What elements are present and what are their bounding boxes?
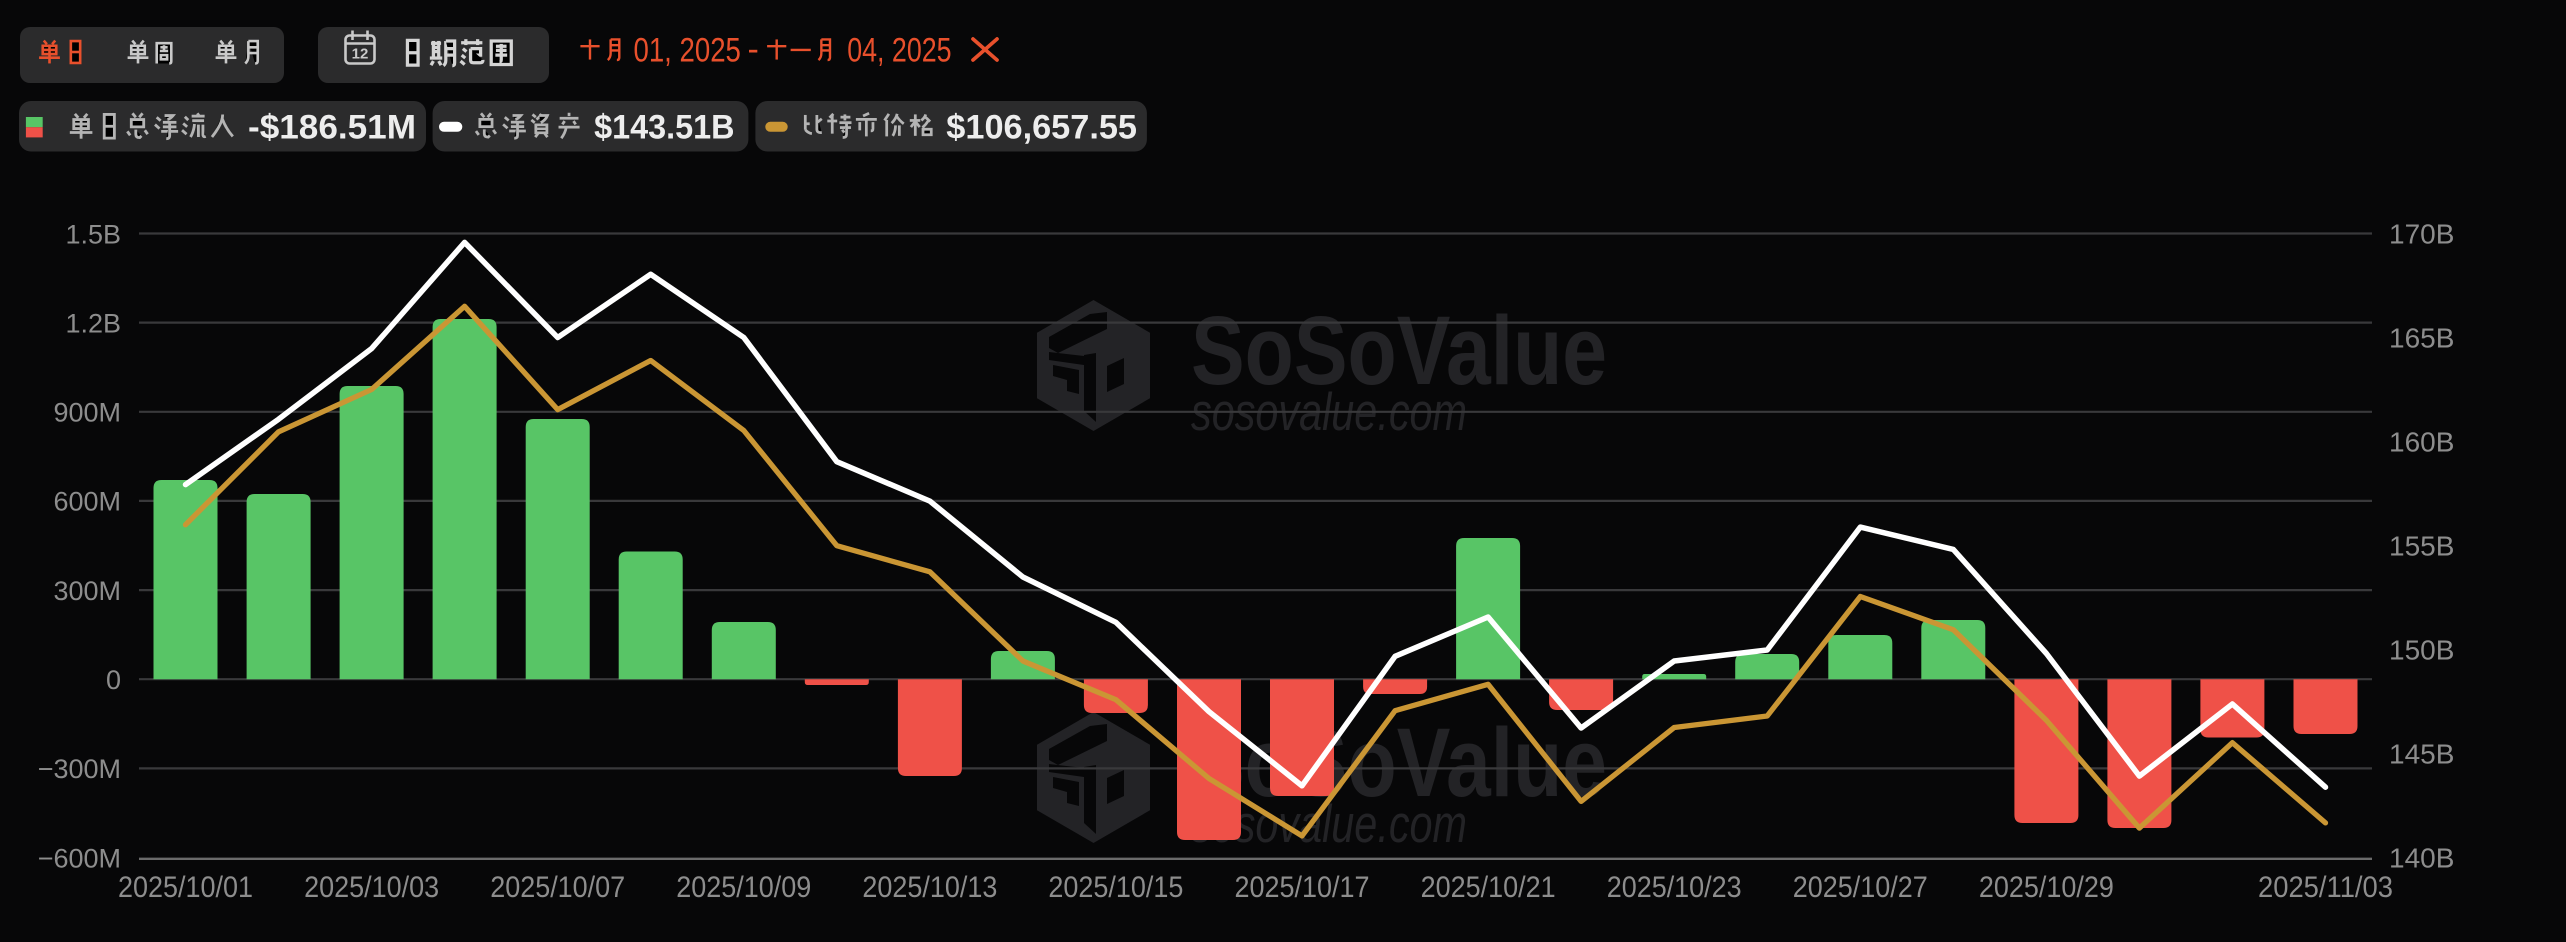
svg-text:2025/10/29: 2025/10/29 [1979,871,2114,904]
svg-text:2025/10/01: 2025/10/01 [118,871,253,904]
svg-text:$143.51B: $143.51B [594,109,734,147]
svg-text:165B: 165B [2389,323,2454,354]
svg-text:$106,657.55: $106,657.55 [946,109,1137,147]
svg-text:2025/10/13: 2025/10/13 [862,871,997,904]
svg-text:1.5B: 1.5B [65,219,121,249]
svg-text:−600M: −600M [38,843,121,873]
svg-text:300M: 300M [53,576,121,606]
svg-text:150B: 150B [2389,635,2454,666]
svg-text:1.2B: 1.2B [65,308,121,338]
svg-text:SoSoValue: SoSoValue [1191,296,1607,405]
svg-text:2025/10/27: 2025/10/27 [1793,871,1928,904]
svg-text:900M: 900M [53,398,121,428]
svg-text:2025/10/09: 2025/10/09 [676,871,811,904]
svg-text:2025/10/07: 2025/10/07 [490,871,625,904]
svg-text:155B: 155B [2389,531,2454,562]
svg-text:12: 12 [352,46,369,63]
svg-text:145B: 145B [2389,739,2454,770]
svg-text:140B: 140B [2389,843,2454,874]
svg-text:170B: 170B [2389,219,2454,250]
svg-text:2025/11/03: 2025/11/03 [2258,871,2393,904]
svg-text:04, 2025: 04, 2025 [847,31,951,69]
svg-text:−300M: −300M [38,754,121,784]
svg-text:-$186.51M: -$186.51M [248,109,416,147]
svg-text:0: 0 [106,665,121,695]
svg-text:2025/10/23: 2025/10/23 [1607,871,1742,904]
svg-text:600M: 600M [53,487,121,517]
svg-text:160B: 160B [2389,427,2454,458]
svg-text:2025/10/17: 2025/10/17 [1235,871,1370,904]
svg-text:2025/10/03: 2025/10/03 [304,871,439,904]
svg-text:2025/10/21: 2025/10/21 [1421,871,1556,904]
svg-text:-: - [748,30,759,68]
svg-text:2025/10/15: 2025/10/15 [1048,871,1183,904]
svg-text:SoSoValue: SoSoValue [1191,708,1607,817]
svg-text:01, 2025: 01, 2025 [634,31,741,69]
